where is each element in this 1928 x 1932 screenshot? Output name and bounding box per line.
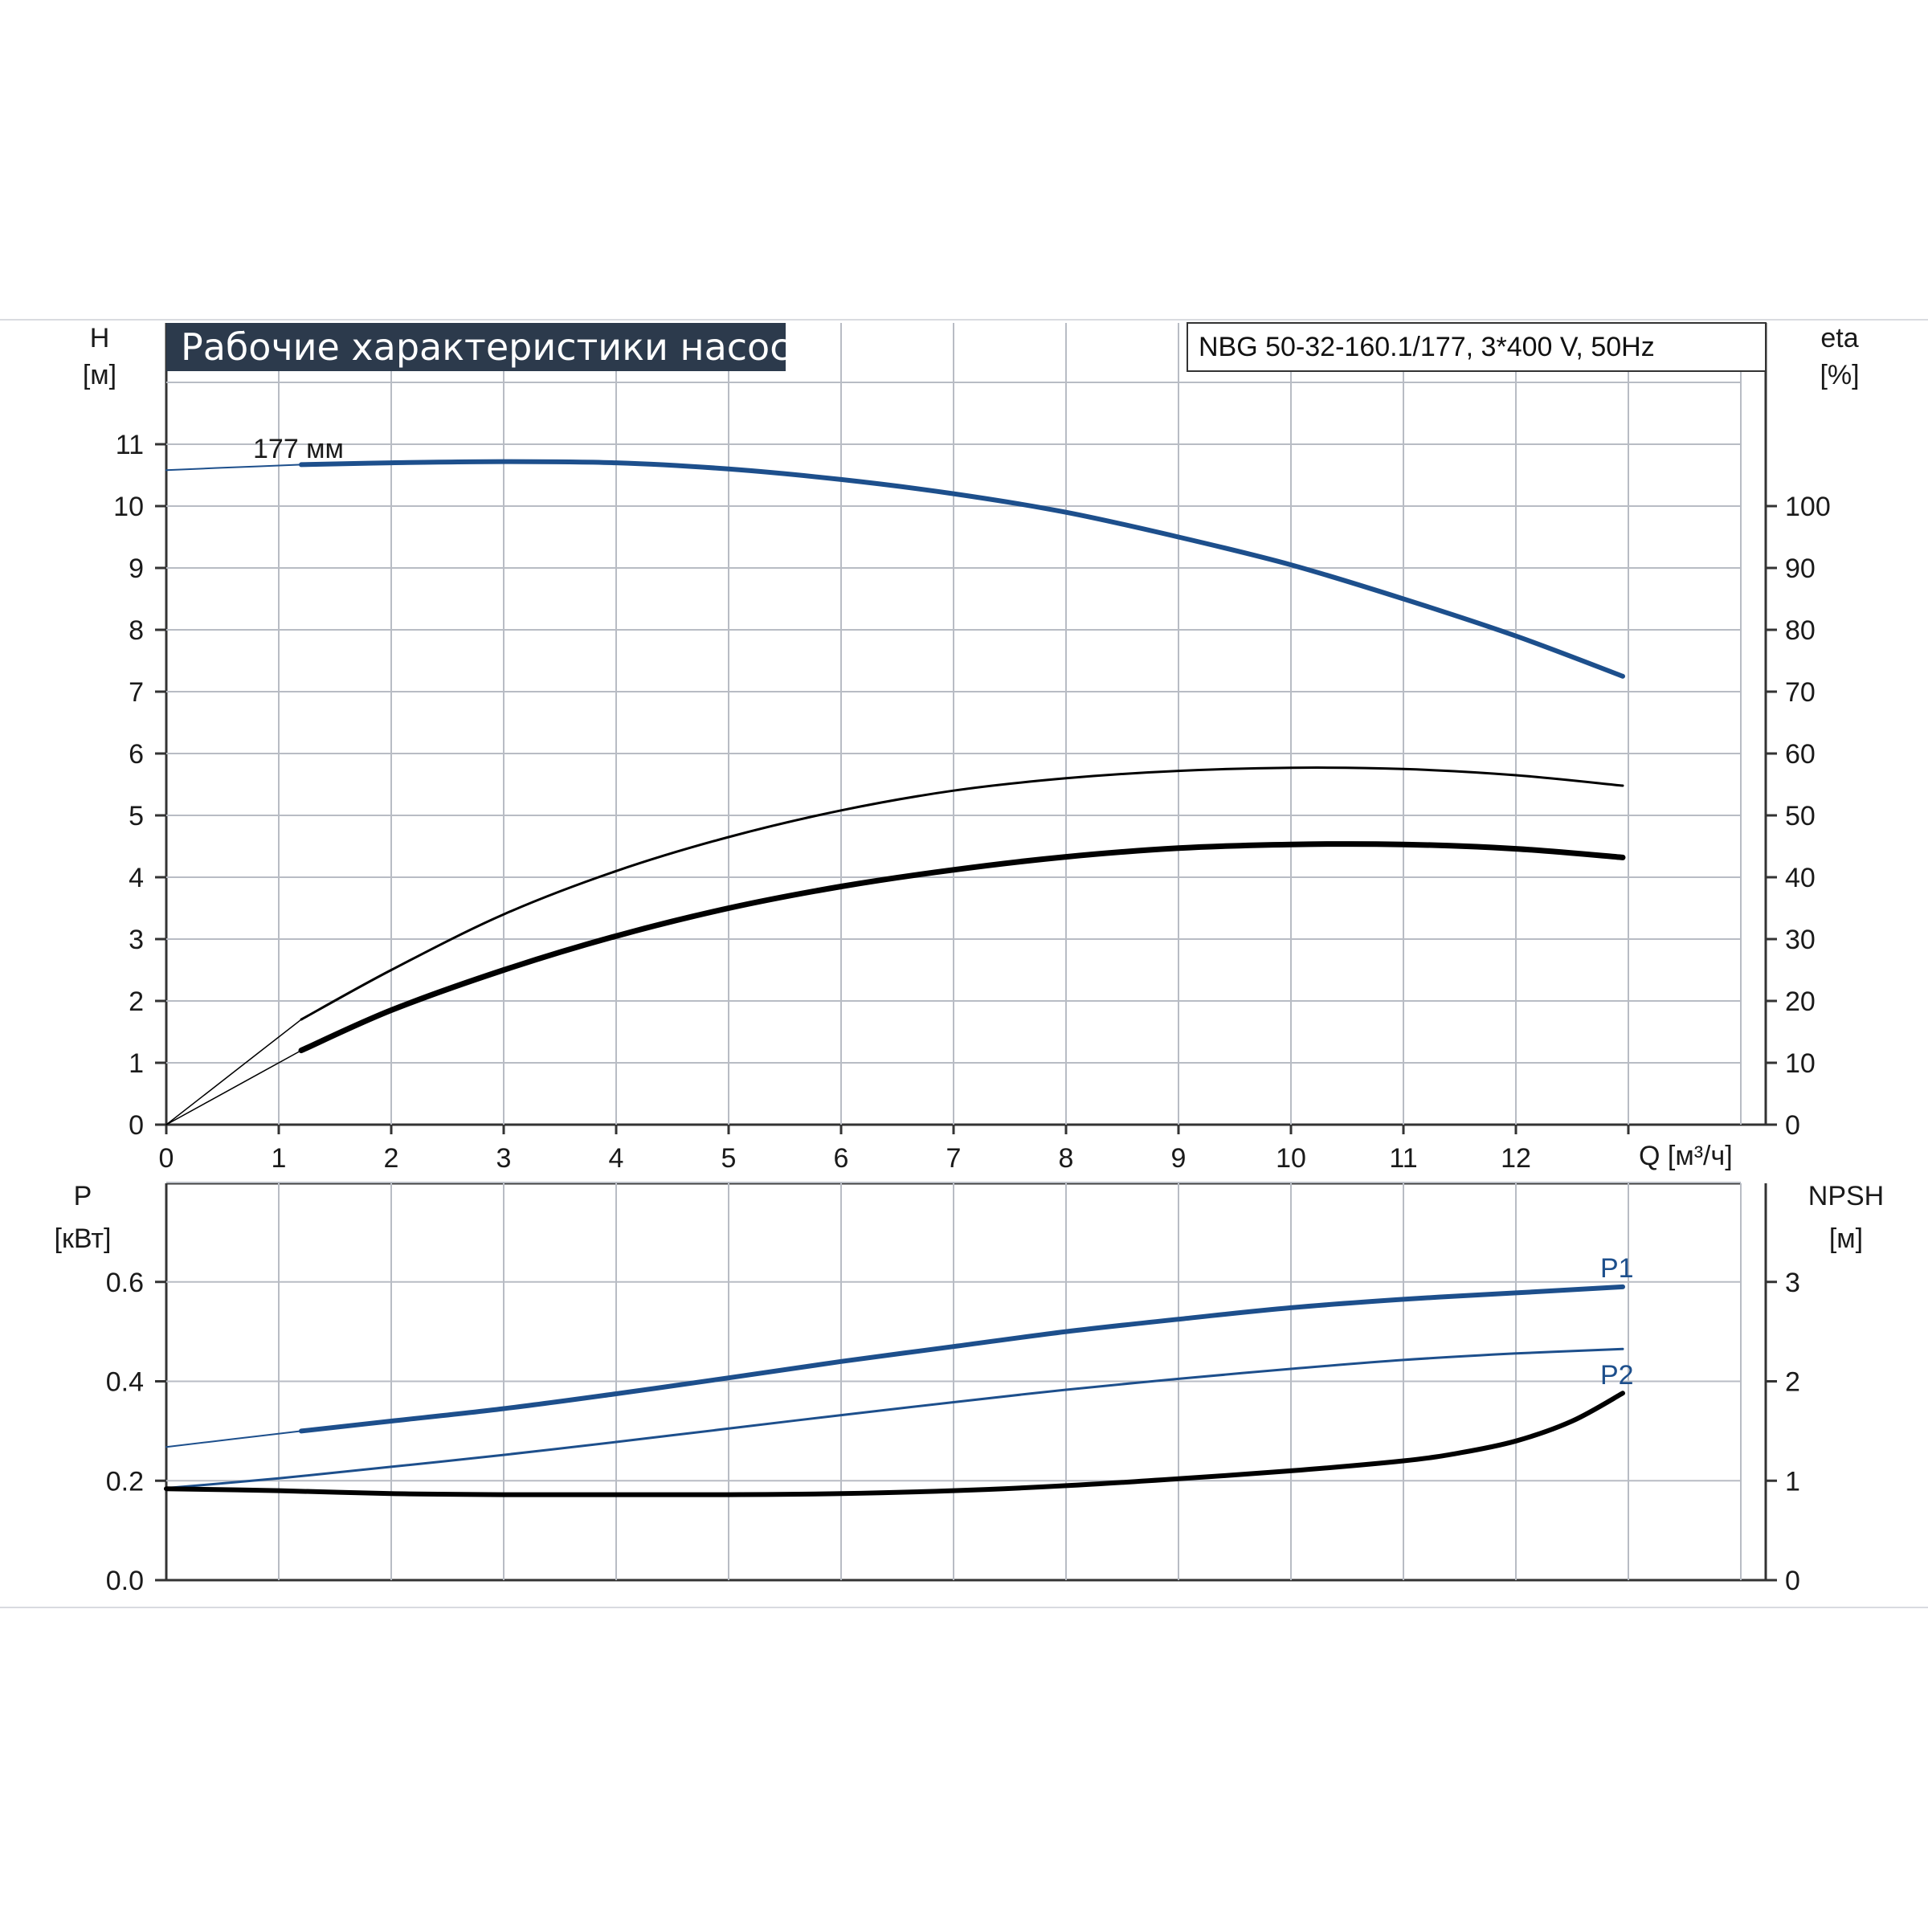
upper-curve-head [299,459,1625,679]
h-tick-label: 2 [129,986,144,1017]
impeller-diameter-label: 177 мм [253,434,344,464]
npsh-tick-label: 2 [1785,1367,1800,1398]
lower-curve-P1 [299,1284,1625,1434]
upper-curve-head-extrapolated [165,464,302,472]
eta-tick-label: 90 [1785,553,1816,584]
x-tick-label: 1 [272,1143,287,1174]
x-tick-label: 0 [159,1143,174,1174]
eta-tick-label: 10 [1785,1048,1816,1079]
eta-tick-label: 100 [1785,492,1831,522]
p2-label: P2 [1600,1360,1634,1391]
eta-tick-label: 70 [1785,677,1816,708]
p1-label: P1 [1600,1253,1634,1284]
p-axis-name: P [74,1181,92,1211]
h-tick-label: 8 [129,615,144,646]
p-tick-label: 0.6 [106,1268,144,1298]
title-banner [166,323,786,371]
eta-tick-label: 0 [1785,1110,1800,1141]
npsh-axis-name: NPSH [1808,1181,1884,1211]
lower-curve-P2 [165,1347,1624,1489]
h-tick-label: 5 [129,801,144,831]
grid-layer [166,323,1742,1580]
h-tick-label: 9 [129,553,144,584]
x-tick-label: 7 [946,1143,962,1174]
lower-curve-P1-extrapolated [165,1430,302,1448]
model-label: NBG 50-32-160.1/177, 3*400 V, 50Hz [1199,332,1655,362]
eta-tick-label: 40 [1785,863,1816,893]
eta-tick-label: 50 [1785,801,1816,831]
x-tick-label: 3 [496,1143,512,1174]
upper-curve-eta-lower [298,841,1626,1054]
h-tick-label: 1 [129,1048,144,1079]
eta-tick-label: 30 [1785,925,1816,955]
y-left-axis-unit: [м] [83,360,116,390]
upper-curve-eta-upper [300,766,1624,1021]
npsh-tick-label: 3 [1785,1268,1800,1298]
x-tick-label: 10 [1276,1143,1306,1174]
x-axis-label: Q [м³/ч] [1639,1141,1733,1171]
p-tick-label: 0.4 [106,1367,144,1398]
curves-layer [164,459,1626,1497]
frame-layer [0,319,1928,1608]
x-tick-label: 2 [384,1143,399,1174]
h-tick-label: 6 [129,739,144,770]
p-tick-label: 0.0 [106,1566,144,1596]
y-right-axis-unit: [%] [1820,360,1859,390]
h-tick-label: 0 [129,1110,144,1141]
h-tick-label: 11 [116,430,144,460]
text-layer: 0 1 2 3 4 5 6 7 8 9 10 11 12012345678910110102030405… [106,430,1831,1596]
eta-tick-label: 80 [1785,615,1816,646]
model-box [1187,322,1767,372]
npsh-tick-label: 1 [1785,1466,1800,1497]
h-tick-label: 7 [129,677,144,708]
upper-curve-eta-upper-extrapolated [165,1019,302,1125]
y-right-axis-name: eta [1820,323,1858,353]
h-tick-label: 4 [129,863,144,893]
eta-tick-label: 20 [1785,986,1816,1017]
p-axis-unit: [кВт] [55,1223,112,1254]
x-tick-label: 4 [609,1143,624,1174]
npsh-tick-label: 0 [1785,1566,1800,1596]
upper-curve-eta-lower-extrapolated [165,1049,302,1125]
p-tick-label: 0.2 [106,1466,144,1497]
npsh-axis-unit: [м] [1829,1223,1863,1254]
lower-curve-NPSH [164,1391,1625,1497]
h-tick-label: 3 [129,925,144,955]
x-tick-label: 11 [1389,1143,1417,1174]
x-tick-label: 6 [834,1143,849,1174]
y-left-axis-name: H [90,323,110,353]
eta-tick-label: 60 [1785,739,1816,770]
chart-title: Рабочие характеристики насоса [181,325,813,369]
x-tick-label: 8 [1059,1143,1074,1174]
x-tick-label: 9 [1171,1143,1187,1174]
h-tick-label: 10 [113,492,144,522]
x-tick-label: 12 [1501,1143,1531,1174]
x-tick-label: 5 [721,1143,737,1174]
